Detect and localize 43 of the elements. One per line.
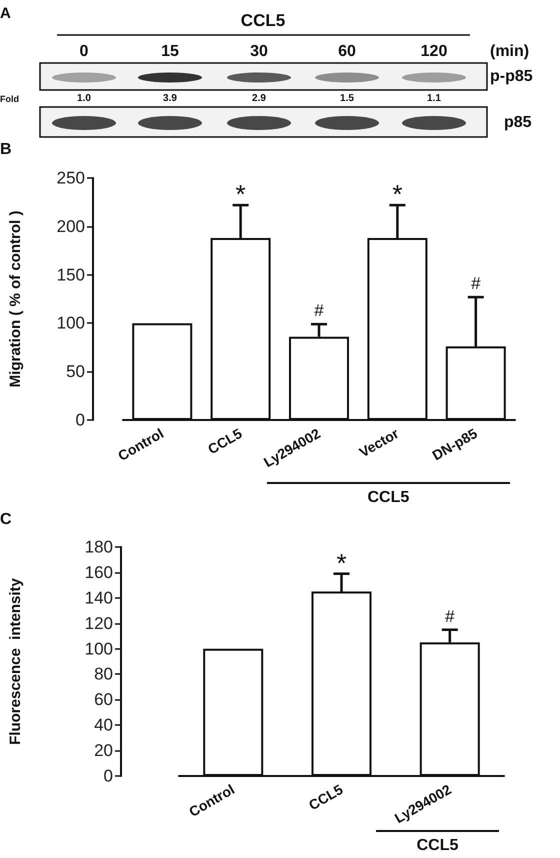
text: CCL5 xyxy=(240,11,286,30)
y-tick-label: 40 xyxy=(94,716,113,735)
annotation: # xyxy=(314,301,324,320)
y-tick-label: 80 xyxy=(94,664,113,684)
text: Fold xyxy=(0,94,19,104)
y-axis-title: Fluorescence intensity xyxy=(7,577,24,745)
y-tick-label: 50 xyxy=(66,362,85,382)
y-tick-label: 200 xyxy=(56,216,85,236)
text: C xyxy=(0,511,12,528)
text: CCL5 xyxy=(416,837,458,854)
y-tick-label: 20 xyxy=(94,741,113,760)
y-tick-label: 100 xyxy=(56,314,85,333)
data-label: 1.1 xyxy=(427,93,441,104)
y-axis-title: Migration ( % of control ) xyxy=(7,210,24,388)
category-label: 15 xyxy=(161,43,179,60)
y-tick-label: 0 xyxy=(76,410,85,430)
y-tick-label: 120 xyxy=(84,614,113,633)
annotation: * xyxy=(236,179,246,210)
y-tick-label: 180 xyxy=(84,538,113,556)
category-label: 120 xyxy=(420,43,448,60)
annotation: * xyxy=(392,179,402,210)
y-tick-label: 100 xyxy=(84,639,113,658)
text: B xyxy=(0,141,12,158)
category-label: 60 xyxy=(338,43,356,60)
data-label: 3.9 xyxy=(163,93,177,104)
data-label: 1.0 xyxy=(77,93,91,104)
y-tick-label: 0 xyxy=(104,766,113,786)
annotation: # xyxy=(445,606,455,626)
y-tick-label: 140 xyxy=(84,588,113,608)
y-tick-label: 160 xyxy=(84,562,113,582)
annotation: * xyxy=(336,548,347,578)
data-label: 1.5 xyxy=(340,93,354,104)
y-tick-label: 60 xyxy=(94,690,113,710)
text: (min) xyxy=(490,43,530,60)
category-label: 30 xyxy=(250,43,268,60)
text: p85 xyxy=(504,114,532,131)
text: p-p85 xyxy=(490,68,533,85)
text: CCL5 xyxy=(368,489,410,506)
y-tick-label: 250 xyxy=(56,168,85,188)
text: A xyxy=(0,5,11,22)
annotation: # xyxy=(471,274,481,294)
y-tick-label: 150 xyxy=(56,265,85,284)
data-label: 2.9 xyxy=(252,93,266,104)
